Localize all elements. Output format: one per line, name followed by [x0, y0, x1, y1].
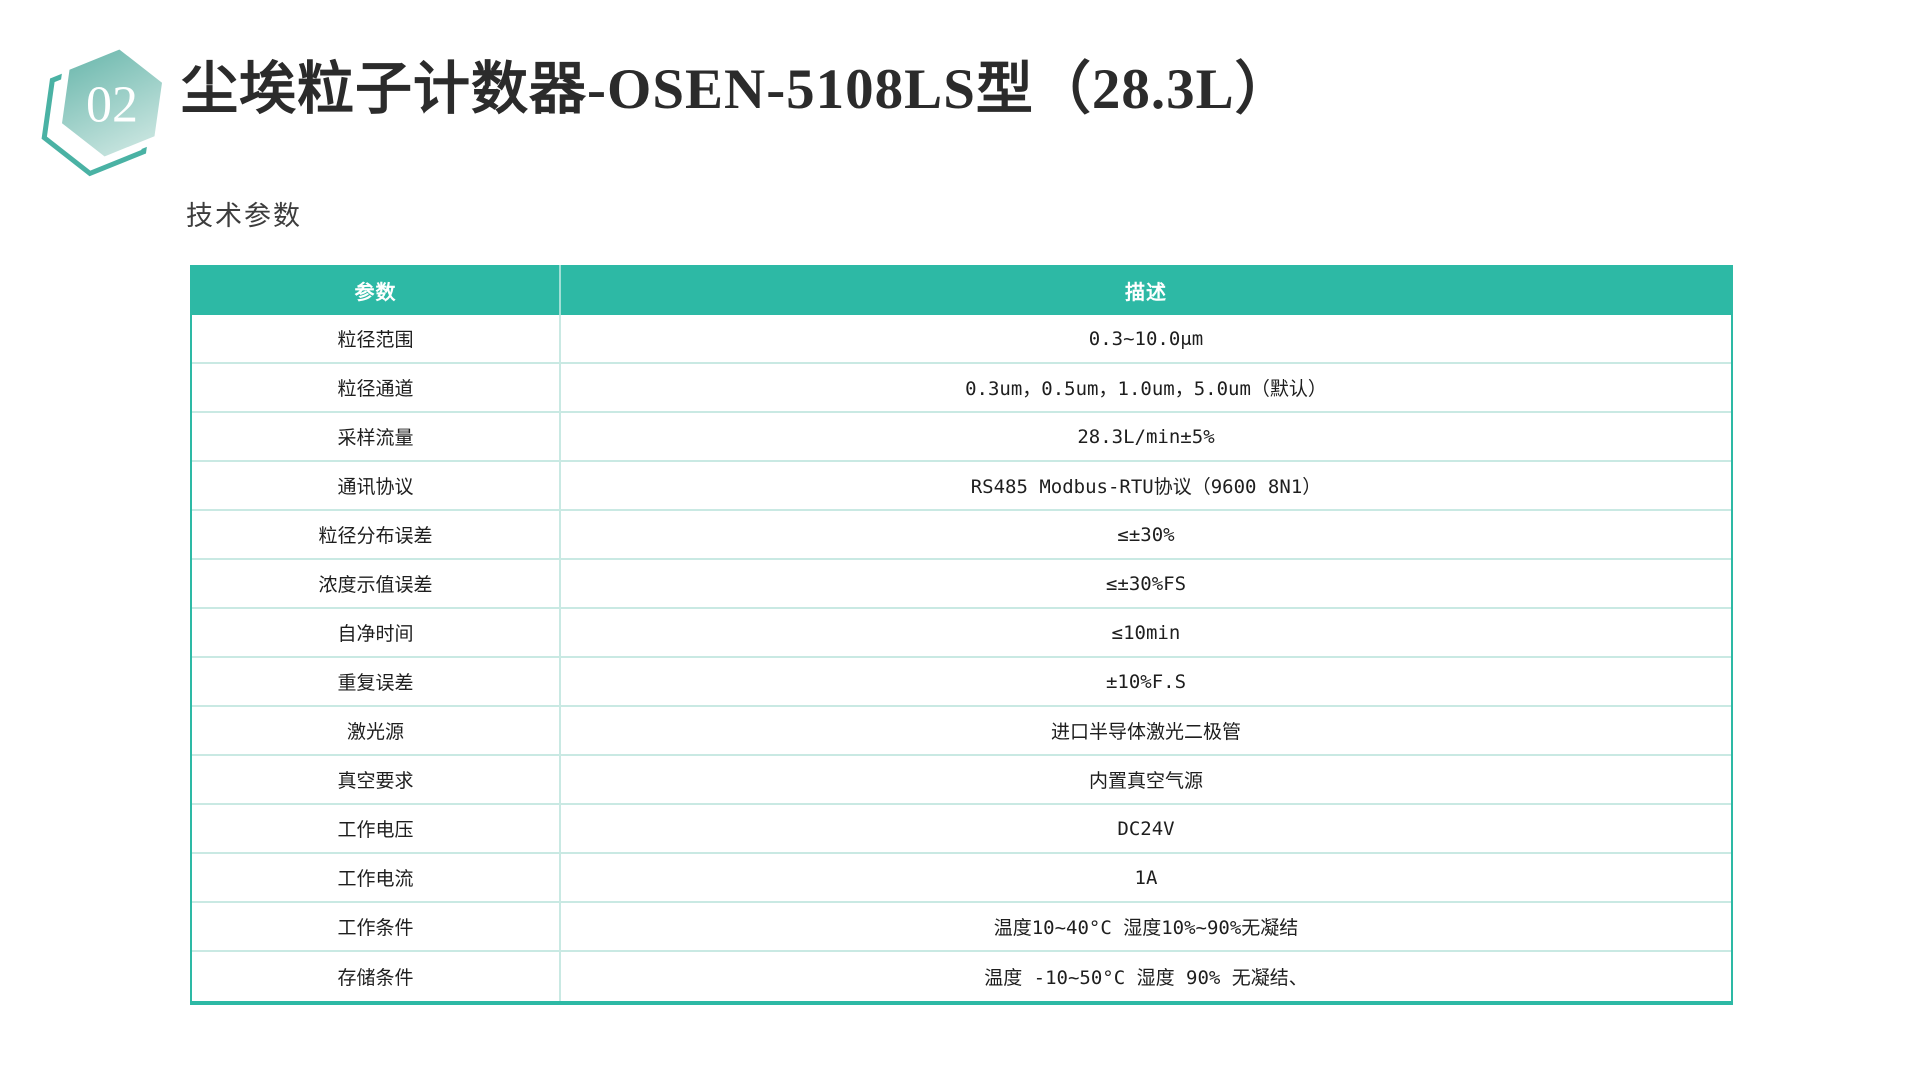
param-cell: 自净时间 [192, 609, 561, 656]
page-title: 尘埃粒子计数器-OSEN-5108LS型（28.3L） [181, 58, 1293, 121]
table-body: 粒径范围 0.3~10.0μm 粒径通道 0.3um，0.5um，1.0um，5… [192, 315, 1731, 1001]
desc-cell: RS485 Modbus-RTU协议（9600 8N1） [970, 476, 1322, 498]
desc-cell: DC24V [1117, 817, 1175, 840]
param-cell: 工作条件 [192, 903, 561, 950]
section-subtitle: 技术参数 [186, 201, 302, 231]
desc-cell: 0.3~10.0μm [1088, 327, 1204, 350]
param-cell: 存储条件 [192, 952, 561, 1001]
param-cell: 工作电压 [192, 805, 561, 852]
desc-cell: ≤10min [1111, 621, 1181, 644]
desc-cell: 进口半导体激光二极管 [1050, 721, 1241, 743]
desc-cell: 1A [1134, 866, 1158, 889]
hexagon-icon: 02 [41, 41, 170, 177]
section-number-badge: 02 [32, 28, 192, 188]
param-cell: 采样流量 [192, 413, 561, 460]
desc-cell: 28.3L/min±5% [1077, 425, 1215, 448]
desc-cell: ≤±30%FS [1105, 572, 1187, 595]
table-header-param: 参数 [192, 265, 561, 315]
table-row: 工作条件 温度10~40°C 湿度10%~90%无凝结 [192, 903, 1731, 952]
param-cell: 粒径通道 [192, 364, 561, 411]
table-row: 激光源 进口半导体激光二极管 [192, 707, 1731, 756]
param-cell: 重复误差 [192, 658, 561, 705]
param-cell: 工作电流 [192, 854, 561, 901]
param-cell: 粒径分布误差 [192, 511, 561, 558]
spec-table: 参数 描述 粒径范围 0.3~10.0μm 粒径通道 0.3um，0.5um，1… [190, 265, 1733, 1005]
badge-number: 02 [86, 77, 138, 134]
desc-cell: ≤±30% [1117, 523, 1175, 546]
desc-cell: 温度10~40°C 湿度10%~90%无凝结 [993, 917, 1299, 939]
table-row: 通讯协议 RS485 Modbus-RTU协议（9600 8N1） [192, 462, 1731, 511]
table-row: 粒径通道 0.3um，0.5um，1.0um，5.0um（默认） [192, 364, 1731, 413]
param-cell: 真空要求 [192, 756, 561, 803]
table-header-row: 参数 描述 [192, 265, 1731, 315]
desc-cell: ±10%F.S [1105, 670, 1187, 693]
table-row: 重复误差 ±10%F.S [192, 658, 1731, 707]
param-cell: 浓度示值误差 [192, 560, 561, 607]
desc-cell: 内置真空气源 [1088, 770, 1203, 792]
table-row: 真空要求 内置真空气源 [192, 756, 1731, 805]
param-cell: 激光源 [192, 707, 561, 754]
table-row: 采样流量 28.3L/min±5% [192, 413, 1731, 462]
table-row: 存储条件 温度 -10~50°C 湿度 90% 无凝结、 [192, 952, 1731, 1001]
table-row: 浓度示值误差 ≤±30%FS [192, 560, 1731, 609]
table-row: 自净时间 ≤10min [192, 609, 1731, 658]
table-row: 工作电流 1A [192, 854, 1731, 903]
table-row: 粒径范围 0.3~10.0μm [192, 315, 1731, 364]
param-cell: 通讯协议 [192, 462, 561, 509]
desc-cell: 0.3um，0.5um，1.0um，5.0um（默认） [965, 378, 1327, 400]
hexagon-filled-icon [54, 41, 170, 165]
table-row: 粒径分布误差 ≤±30% [192, 511, 1731, 560]
param-cell: 粒径范围 [192, 315, 561, 362]
table-row: 工作电压 DC24V [192, 805, 1731, 854]
table-header-desc: 描述 [1125, 281, 1167, 304]
desc-cell: 温度 -10~50°C 湿度 90% 无凝结、 [984, 967, 1308, 989]
